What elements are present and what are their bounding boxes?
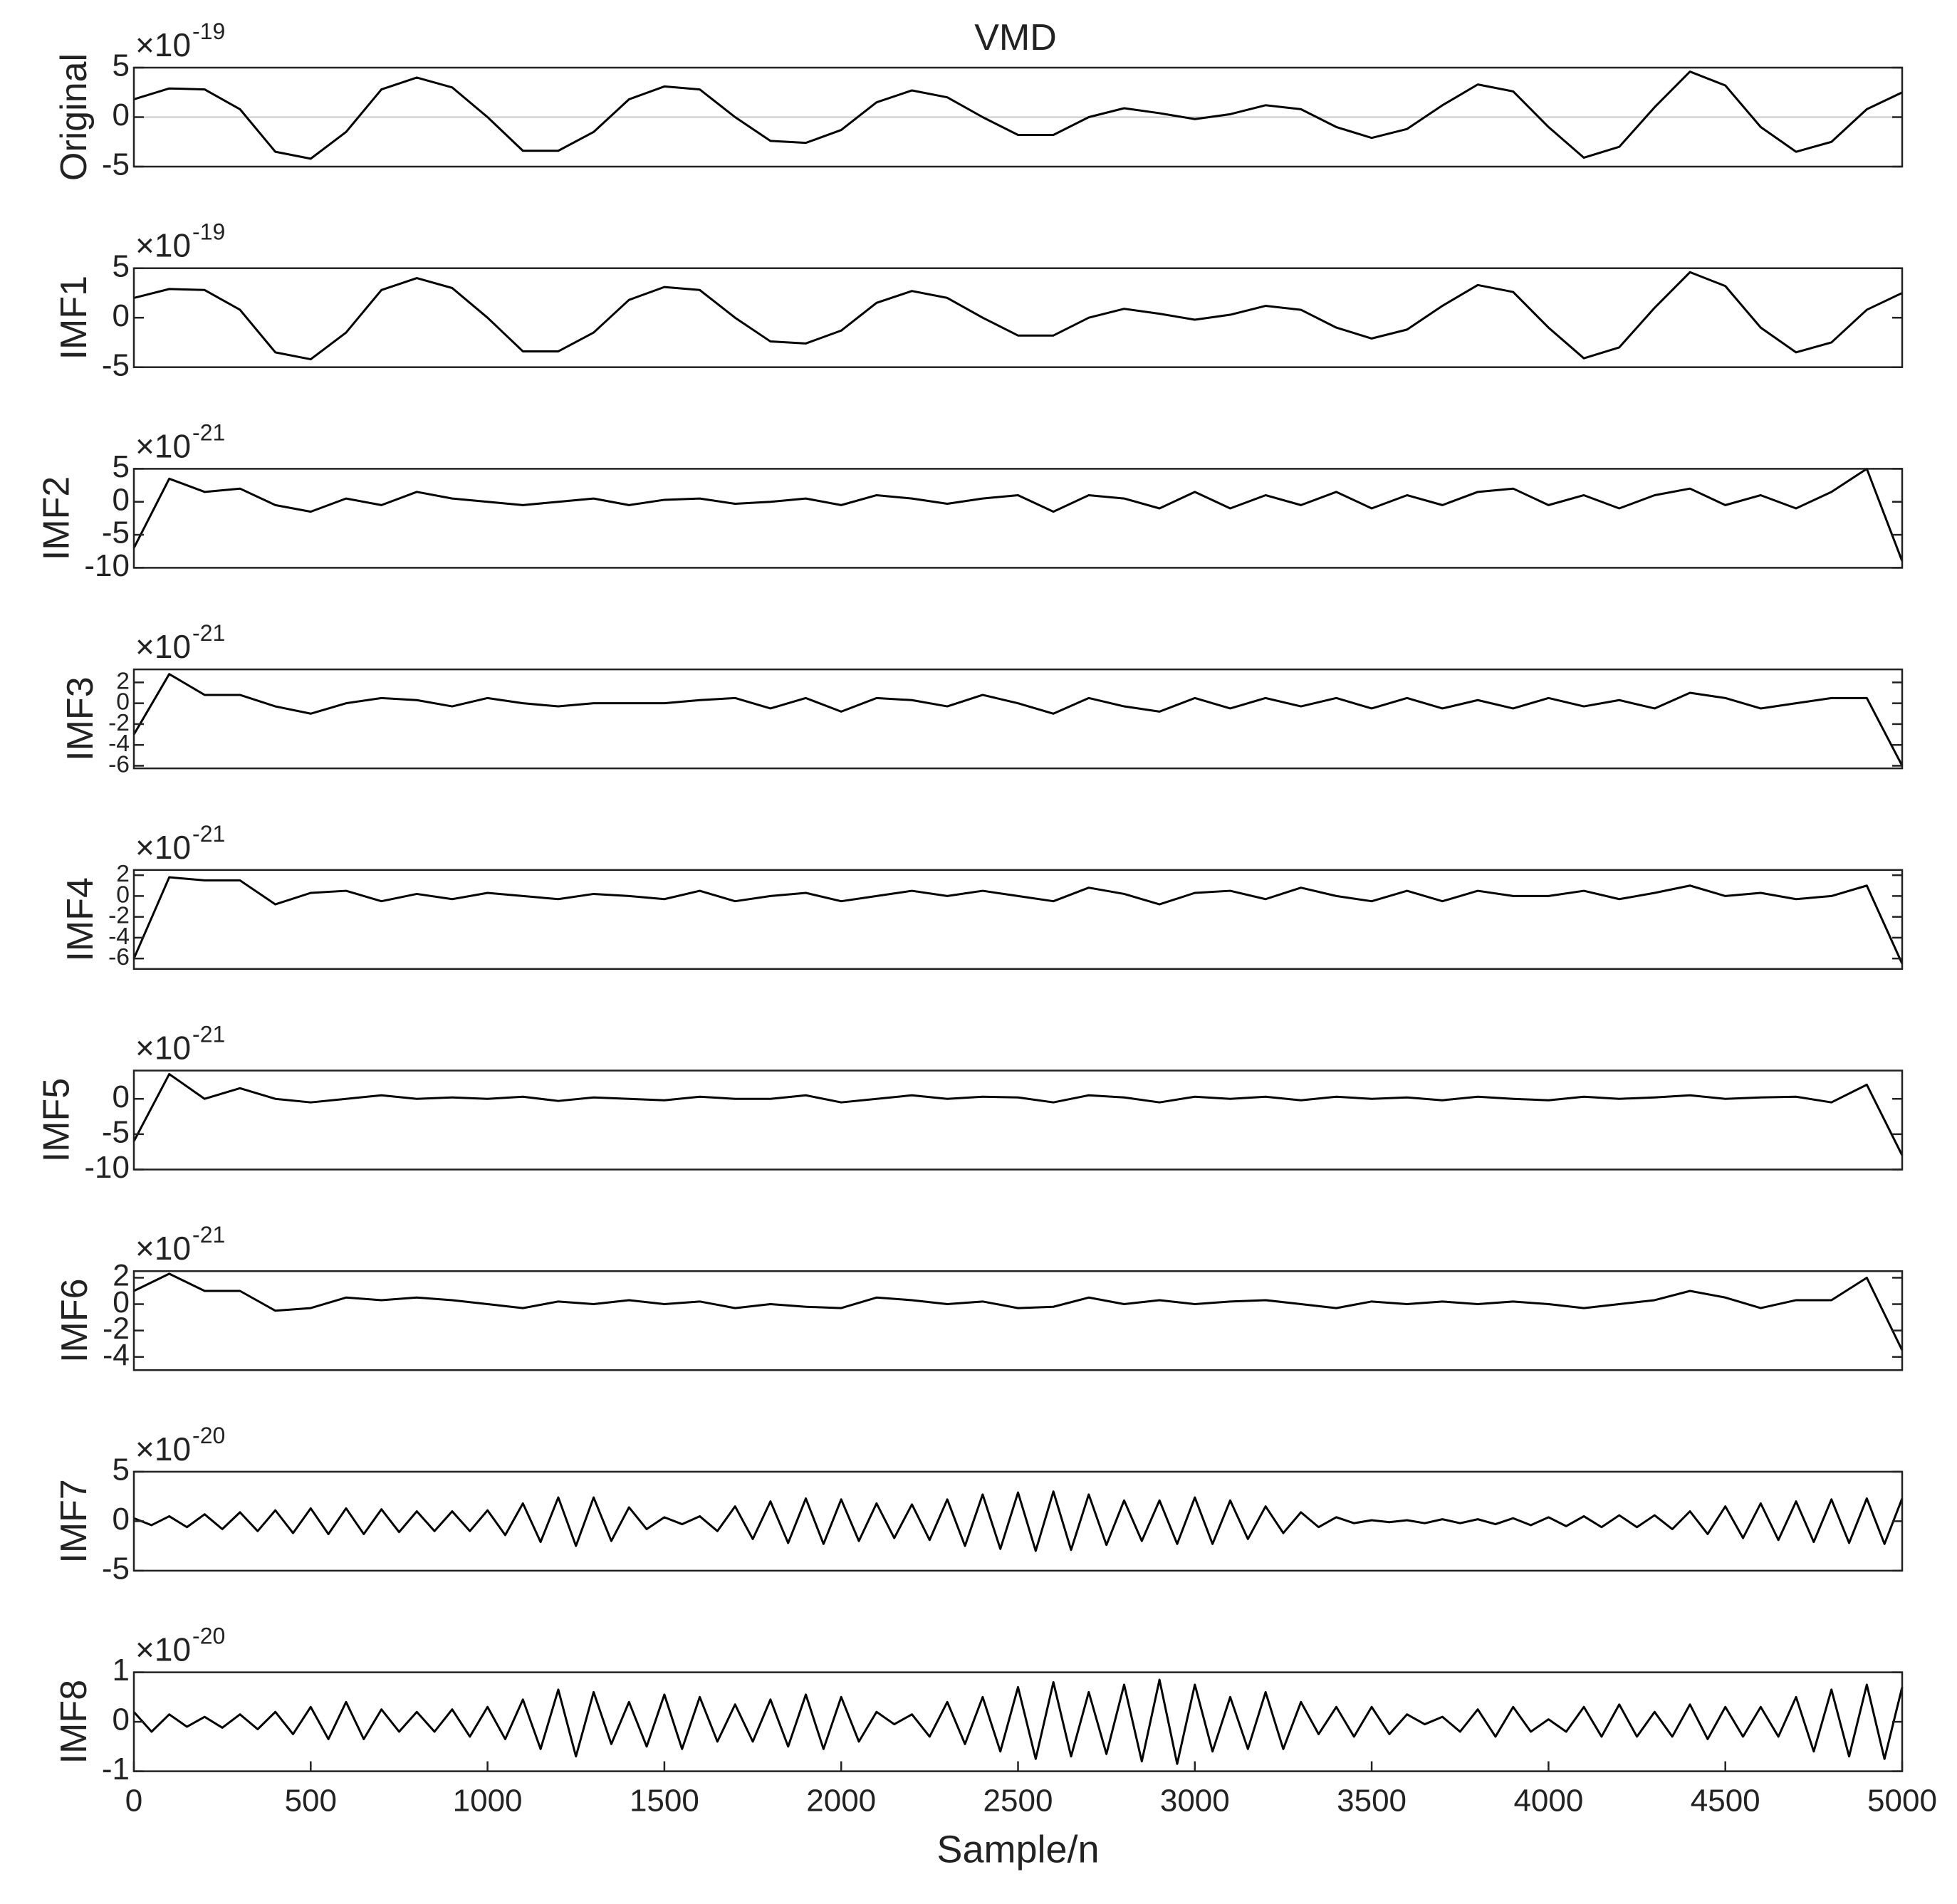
x-tick-label: 4500 (1691, 1784, 1760, 1819)
scale-base: ×10 (135, 227, 191, 264)
y-tick-label: -5 (102, 1552, 130, 1586)
scale-base: ×10 (135, 1430, 191, 1468)
scale-exponent: -21 (192, 821, 225, 847)
signal-line (132, 1678, 1904, 1765)
scale-base: ×10 (135, 1631, 191, 1668)
scale-exponent: -21 (192, 620, 225, 646)
subplot: VMD ×10 -19 -5 0 5 Original (53, 17, 1904, 182)
y-tick-label: -5 (102, 1114, 130, 1149)
scale-exponent: -21 (192, 1022, 225, 1047)
scale-exponent: -21 (192, 1222, 225, 1247)
y-tick-label: 5 (113, 249, 130, 283)
signal-line (133, 1490, 1904, 1552)
y-tick-label: -2 (108, 903, 130, 929)
y-axis-label: IMF2 (36, 476, 77, 560)
axes-box (132, 668, 1904, 770)
axes-box (132, 869, 1904, 971)
x-tick-label: 4000 (1513, 1784, 1583, 1819)
axes-box (132, 468, 1904, 569)
y-tick-label: 0 (113, 1702, 130, 1737)
signal-line (132, 467, 1904, 562)
y-tick-label: -6 (108, 751, 130, 778)
signal-line (132, 673, 1904, 767)
x-tick-label: 1000 (453, 1784, 523, 1819)
y-tick-label: 0 (113, 98, 130, 132)
subplot: ×10 -21 -4-202 IMF6 (54, 1222, 1904, 1372)
y-tick-label: 0 (116, 882, 130, 908)
axes-box (132, 1069, 1904, 1171)
y-axis-label: IMF8 (53, 1680, 95, 1764)
y-tick-label: -5 (102, 347, 130, 382)
y-axis-label: IMF6 (54, 1278, 95, 1362)
y-tick-label: -6 (108, 944, 130, 971)
axes-box (132, 1470, 1904, 1572)
signal-line (133, 70, 1903, 160)
y-tick-label: -10 (84, 1150, 130, 1185)
subplot: ×10 -20 -5 0 5 IMF7 (53, 1423, 1904, 1586)
y-axis-label: IMF7 (53, 1479, 95, 1563)
scale-exponent: -20 (192, 1623, 225, 1649)
x-tick-label: 5000 (1867, 1784, 1937, 1819)
y-axis-label: Original (53, 53, 95, 181)
y-tick-label: -4 (103, 1338, 130, 1372)
y-tick-label: -5 (102, 147, 130, 182)
signal-line (132, 876, 1904, 965)
scale-exponent: -20 (192, 1423, 225, 1448)
y-tick-label: 0 (116, 689, 130, 716)
y-tick-label: 0 (113, 1502, 130, 1537)
subplot: ×10 -21 -10-505 IMF2 (36, 419, 1904, 583)
y-tick-label: -4 (108, 731, 130, 757)
y-axis-label: IMF4 (60, 877, 101, 961)
scale-base: ×10 (135, 628, 191, 665)
signal-line (132, 1072, 1904, 1156)
chart-title: VMD (974, 17, 1057, 58)
y-tick-label: -2 (108, 710, 130, 736)
y-axis-label: IMF5 (36, 1078, 77, 1162)
scale-exponent: -19 (192, 19, 225, 44)
y-tick-label: 0 (113, 482, 130, 517)
subplot: ×10 -19 -5 0 5 IMF1 (53, 219, 1904, 382)
y-tick-label: 0 (113, 1079, 130, 1114)
y-tick-label: 1 (113, 1653, 130, 1688)
y-axis-label: IMF3 (60, 676, 101, 760)
x-tick-label: 1500 (630, 1784, 699, 1819)
y-tick-label: 2 (116, 861, 130, 887)
y-tick-label: -5 (102, 516, 130, 550)
signal-line (133, 271, 1903, 361)
subplot: ×10 -21 -10-50 IMF5 (36, 1022, 1904, 1185)
x-axis-label: Sample/n (936, 1829, 1099, 1871)
scale-base: ×10 (135, 1230, 191, 1267)
x-tick-label: 2000 (806, 1784, 876, 1819)
x-tick-label: 2500 (983, 1784, 1053, 1819)
scale-base: ×10 (135, 26, 191, 63)
y-tick-label: -1 (102, 1752, 130, 1787)
subplot: ×10 -21 -6-4-202 IMF4 (60, 821, 1904, 971)
y-tick-label: 2 (113, 1259, 130, 1293)
scale-exponent: -21 (192, 419, 225, 445)
scale-base: ×10 (135, 1030, 191, 1067)
y-tick-label: -2 (103, 1312, 130, 1346)
scale-base: ×10 (135, 829, 191, 866)
x-tick-label: 3500 (1337, 1784, 1407, 1819)
x-tick-label: 500 (285, 1784, 337, 1819)
y-tick-label: 5 (113, 1453, 130, 1487)
y-tick-label: -10 (84, 548, 130, 583)
y-tick-label: -4 (108, 924, 130, 950)
y-tick-label: 0 (113, 298, 130, 333)
y-tick-label: 5 (113, 449, 130, 484)
y-tick-label: 5 (113, 48, 130, 83)
subplot: ×10 -21 -6-4-202 IMF3 (60, 620, 1904, 778)
y-tick-label: 0 (113, 1285, 130, 1319)
x-tick-label: 0 (125, 1784, 142, 1819)
signal-line (133, 1272, 1904, 1351)
axes-box (132, 1270, 1904, 1371)
x-tick-label: 3000 (1160, 1784, 1230, 1819)
y-tick-label: 2 (116, 668, 130, 694)
scale-exponent: -19 (192, 219, 225, 245)
scale-base: ×10 (135, 427, 191, 464)
y-axis-label: IMF1 (53, 276, 95, 360)
